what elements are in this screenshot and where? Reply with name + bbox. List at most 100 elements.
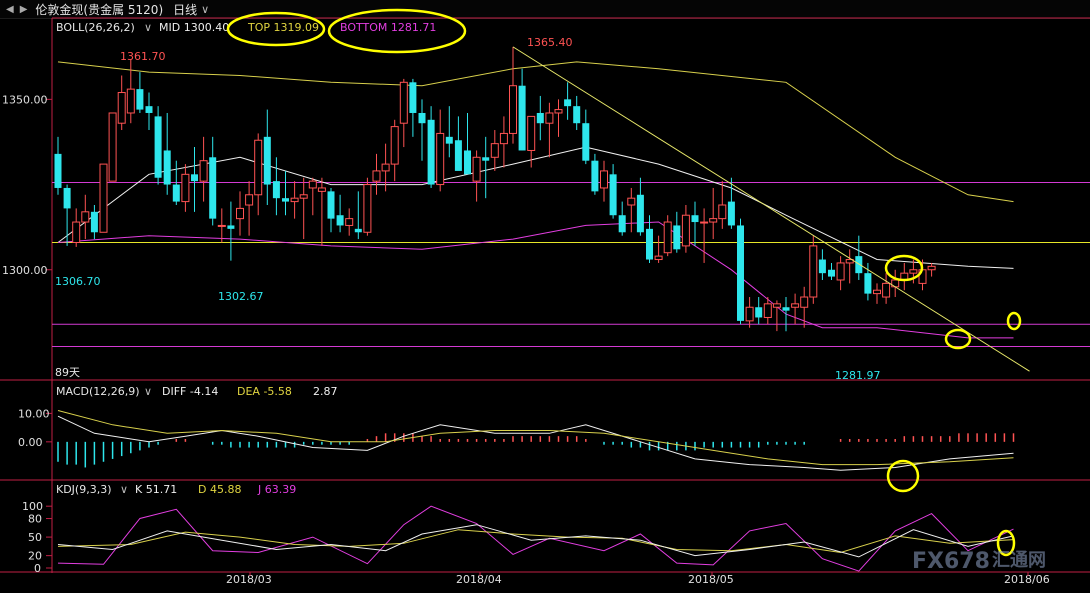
candle-body-up [554, 109, 563, 114]
candle-body-down [272, 181, 280, 199]
candle-body-up [108, 112, 117, 182]
candle-body-up [399, 81, 408, 124]
boll-name[interactable]: BOLL(26,26,2) [56, 21, 135, 34]
candle-body-down [636, 194, 644, 233]
kdj-y-label: 0 [34, 562, 41, 575]
candle-body-down [336, 215, 344, 226]
candle-body-up [290, 197, 299, 203]
candle-body-down [573, 106, 581, 124]
candle-body-up [217, 224, 226, 227]
y-tick-label: 1300.00 [2, 264, 48, 277]
x-tick-label: 2018/06 [1004, 573, 1050, 586]
price-labels: 1361.70 1365.40 1306.70 1302.67 1281.97 … [55, 36, 881, 382]
candle-body-down [818, 259, 826, 274]
nav-back[interactable]: ◀ [6, 4, 14, 15]
candle-body-up [663, 221, 672, 254]
candle-body-up [627, 197, 636, 206]
y-axis-labels: 1350.00 1300.00 [2, 93, 52, 277]
downtrend-line [512, 46, 1030, 372]
kdj-y-label: 50 [28, 531, 42, 544]
candle-body-up [236, 207, 244, 220]
candle-body-down [191, 174, 198, 182]
candle-body-down [409, 82, 417, 113]
kdj-y-label: 80 [28, 513, 42, 526]
kdj-name[interactable]: KDJ(9,3,3) [56, 483, 112, 496]
candle-body-up [509, 85, 517, 134]
candle-body-down [691, 215, 699, 223]
candle-body-down [564, 99, 572, 107]
candle-body-down [609, 174, 617, 216]
candle-body-up [873, 289, 881, 295]
candle-body-down [646, 228, 653, 260]
candle-body-down [591, 160, 599, 192]
label-days: 89天 [55, 366, 80, 379]
y-tick-label: 1350.00 [2, 93, 48, 106]
triangle-right-icon[interactable]: ▶ [19, 3, 28, 15]
candle-body-down [427, 119, 435, 185]
candle-body-down [454, 140, 462, 171]
macd-diff-line [57, 415, 1014, 471]
candle-body-up [927, 265, 936, 271]
candle-body-up [99, 163, 108, 233]
candle-body-up [772, 303, 781, 308]
x-tick-label: 2018/04 [456, 573, 502, 586]
candle-body-down [828, 269, 835, 277]
period-selector[interactable]: 日线 ∨ [173, 1, 209, 18]
chevron-down-icon[interactable]: ∨ [201, 2, 210, 16]
macd-caret[interactable]: ∨ [144, 385, 152, 398]
candle-body-down [63, 187, 71, 209]
candle-body-up [654, 255, 663, 261]
candle-body-up [490, 143, 499, 158]
boll-mid: MID 1300.40 [159, 21, 229, 34]
label-high-1: 1361.70 [120, 50, 166, 63]
candle-body-up [390, 126, 399, 165]
candle-body-down [90, 211, 98, 233]
annotation-support-circle [944, 328, 972, 350]
candle-body-up [436, 132, 445, 186]
x-tick-label: 2018/05 [688, 573, 734, 586]
macd-series: 10.00 0.00 [18, 407, 1015, 471]
label-high-2: 1365.40 [527, 36, 573, 49]
candle-body-down [782, 307, 790, 311]
kdj-j: J 63.39 [257, 483, 296, 496]
boll-bottom: BOTTOM 1281.71 [340, 21, 436, 34]
boll-caret[interactable]: ∨ [144, 21, 152, 34]
candle-body-up [345, 218, 354, 226]
candle-body-down [855, 256, 863, 274]
kdj-k-line [57, 524, 1014, 558]
candle-body-up [809, 245, 818, 298]
candle-body-up [363, 184, 372, 233]
macd-y-label: 0.00 [18, 436, 43, 449]
macd-value: 2.87 [313, 385, 338, 398]
candle-body-down [482, 157, 490, 161]
candle-body-down [737, 225, 744, 321]
candle-body-up [527, 115, 536, 151]
candle-body-down [518, 85, 526, 151]
candle-body-down [163, 150, 171, 185]
candle-body-down [445, 136, 453, 144]
boll-top: TOP 1319.09 [247, 21, 319, 34]
candle-body-up [199, 160, 208, 182]
macd-header: MACD(12,26,9) ∨ DIFF -4.14 DEA -5.58 2.8… [56, 385, 338, 398]
label-low-1: 1306.70 [55, 275, 101, 288]
macd-name[interactable]: MACD(12,26,9) [56, 385, 140, 398]
annotation-top-circle [226, 11, 326, 47]
candle-body-up [372, 170, 381, 182]
candle-body-up [709, 218, 718, 223]
candle-body-down [282, 198, 289, 202]
candle-body-down [727, 201, 735, 226]
watermark: FX678 汇通网 [912, 549, 1046, 574]
triangle-left-icon[interactable]: ◀ [6, 3, 14, 15]
annotation-kdj-circle [996, 529, 1016, 557]
candle-body-up [181, 173, 190, 203]
instrument-title[interactable]: 伦敦金现(贵金属 5120) [35, 1, 163, 18]
macd-dea-line [57, 410, 1014, 466]
candle-body-down [154, 116, 162, 178]
nav-forward[interactable]: ▶ [20, 4, 28, 15]
annotation-bottom-circle [327, 8, 467, 54]
horizontal-lines [52, 182, 1090, 347]
kdj-caret[interactable]: ∨ [120, 483, 128, 496]
candle-body-up [472, 156, 481, 182]
boll-header: BOLL(26,26,2) ∨ MID 1300.40 TOP 1319.09 … [56, 21, 436, 34]
